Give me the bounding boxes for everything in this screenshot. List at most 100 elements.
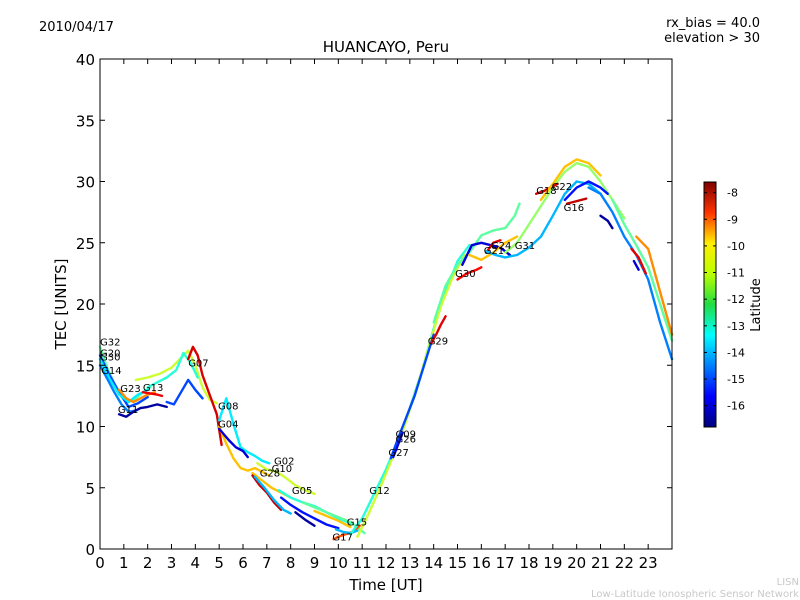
series-l5	[632, 259, 640, 271]
prn-label: G04	[218, 420, 238, 431]
x-tick-label: 23	[639, 554, 658, 572]
series-g22	[539, 158, 602, 202]
colorbar-tick-label: -8	[727, 187, 738, 200]
series-l1	[587, 186, 674, 361]
prn-label: G30	[100, 352, 120, 363]
y-tick-label: 25	[76, 235, 95, 253]
series-layer	[98, 158, 674, 541]
y-axis-ticks: 0 5 10 15 20 25 30 35 40	[76, 51, 672, 559]
colorbar-tick-label: -12	[727, 293, 745, 306]
rx-bias-label: rx_bias = 40.0	[666, 16, 760, 31]
colorbar-tick-label: -9	[727, 213, 738, 226]
series-l2	[611, 198, 674, 342]
x-tick-label: 21	[591, 554, 610, 572]
y-tick-label: 35	[76, 112, 95, 130]
x-tick-label: 8	[286, 554, 296, 572]
y-tick-label: 30	[76, 174, 95, 192]
prn-label: G21	[484, 246, 504, 257]
prn-label: G11	[118, 405, 138, 416]
series-g30g	[432, 202, 521, 324]
colorbar-gradient	[703, 181, 717, 428]
x-tick-label: 9	[310, 554, 320, 572]
prn-label: G29	[428, 336, 448, 347]
prn-label: G32	[100, 338, 120, 349]
colorbar-ticks: -8 -9 -10 -11 -12 -13 -14 -15 -16	[704, 187, 745, 413]
series-g16	[563, 180, 609, 202]
series-g14	[98, 364, 138, 413]
prn-label: G26	[396, 434, 416, 445]
credit-lisn: LISN	[777, 577, 799, 588]
series-g07d	[186, 345, 223, 447]
series-g08	[217, 397, 271, 465]
colorbar-tick-label: -13	[727, 320, 745, 333]
y-axis-label: TEC [UNITS]	[52, 259, 70, 351]
elevation-label: elevation > 30	[664, 31, 760, 46]
x-tick-label: 2	[143, 554, 153, 572]
prn-label: G15	[347, 518, 367, 529]
colorbar-tick-label: -10	[727, 240, 745, 253]
series-g04	[217, 425, 271, 477]
y-tick-label: 0	[85, 541, 95, 559]
series-g16d	[599, 214, 614, 230]
chart-title: HUANCAYO, Peru	[323, 38, 449, 56]
prn-label: G07	[188, 359, 208, 370]
series-g05c	[294, 511, 316, 527]
prn-label: G22	[552, 182, 572, 193]
prn-label: G30	[455, 269, 475, 280]
series-g31b	[504, 161, 626, 254]
prn-label: G14	[101, 366, 121, 377]
series-g30r	[456, 266, 483, 281]
series-g24	[468, 235, 519, 262]
prn-label: G05	[292, 486, 312, 497]
date-label: 2010/04/17	[39, 20, 114, 35]
x-tick-label: 3	[167, 554, 177, 572]
series-g29	[430, 315, 447, 345]
prn-label: G27	[388, 448, 408, 459]
y-tick-label: 15	[76, 357, 95, 375]
prn-label: G16	[564, 203, 584, 214]
x-tick-label: 20	[567, 554, 586, 572]
credit-network: Low-Latitude Ionospheric Sensor Network	[591, 589, 799, 600]
x-tick-label: 15	[448, 554, 467, 572]
series-g24r	[484, 239, 502, 254]
colorbar-tick-label: -15	[727, 373, 745, 386]
colorbar: -8 -9 -10 -11 -12 -13 -14 -15 -16 Latitude	[703, 181, 764, 428]
series-g18	[535, 182, 559, 196]
prn-label: G02	[274, 457, 294, 468]
series-g31	[484, 180, 602, 259]
series-g07b	[146, 351, 199, 389]
prn-label: G17	[332, 532, 352, 543]
series-g17b	[334, 528, 359, 535]
prn-label: G31	[515, 241, 535, 252]
series-g16r	[565, 197, 588, 205]
x-axis-ticks: 0 1 2 3 4 5 6 7 8 9 10 11 12 13 14 15 16 17 18 19 20 21 22 23	[95, 59, 658, 572]
prn-label: G18	[536, 186, 556, 197]
series-g13	[141, 391, 164, 398]
series-g02	[256, 462, 316, 496]
x-tick-label: 0	[95, 554, 105, 572]
series-g21	[461, 241, 512, 266]
prn-label: G20	[100, 349, 120, 360]
x-tick-label: 6	[238, 554, 248, 572]
colorbar-tick-label: -16	[727, 400, 745, 413]
x-tick-label: 7	[262, 554, 272, 572]
x-tick-label: 10	[329, 554, 348, 572]
series-g30	[98, 357, 149, 404]
x-tick-label: 19	[543, 554, 562, 572]
series-g05b	[279, 496, 340, 530]
y-tick-label: 40	[76, 51, 95, 69]
colorbar-label: Latitude	[749, 278, 764, 332]
prn-label: G08	[218, 401, 238, 412]
x-tick-label: 16	[472, 554, 491, 572]
prn-label: G09	[396, 430, 416, 441]
prn-label: G24	[491, 241, 511, 252]
x-tick-label: 17	[496, 554, 515, 572]
x-tick-label: 4	[191, 554, 201, 572]
prn-label: G13	[143, 383, 163, 394]
y-tick-label: 5	[85, 480, 95, 498]
series-g15b	[313, 509, 352, 529]
x-tick-label: 18	[519, 554, 538, 572]
